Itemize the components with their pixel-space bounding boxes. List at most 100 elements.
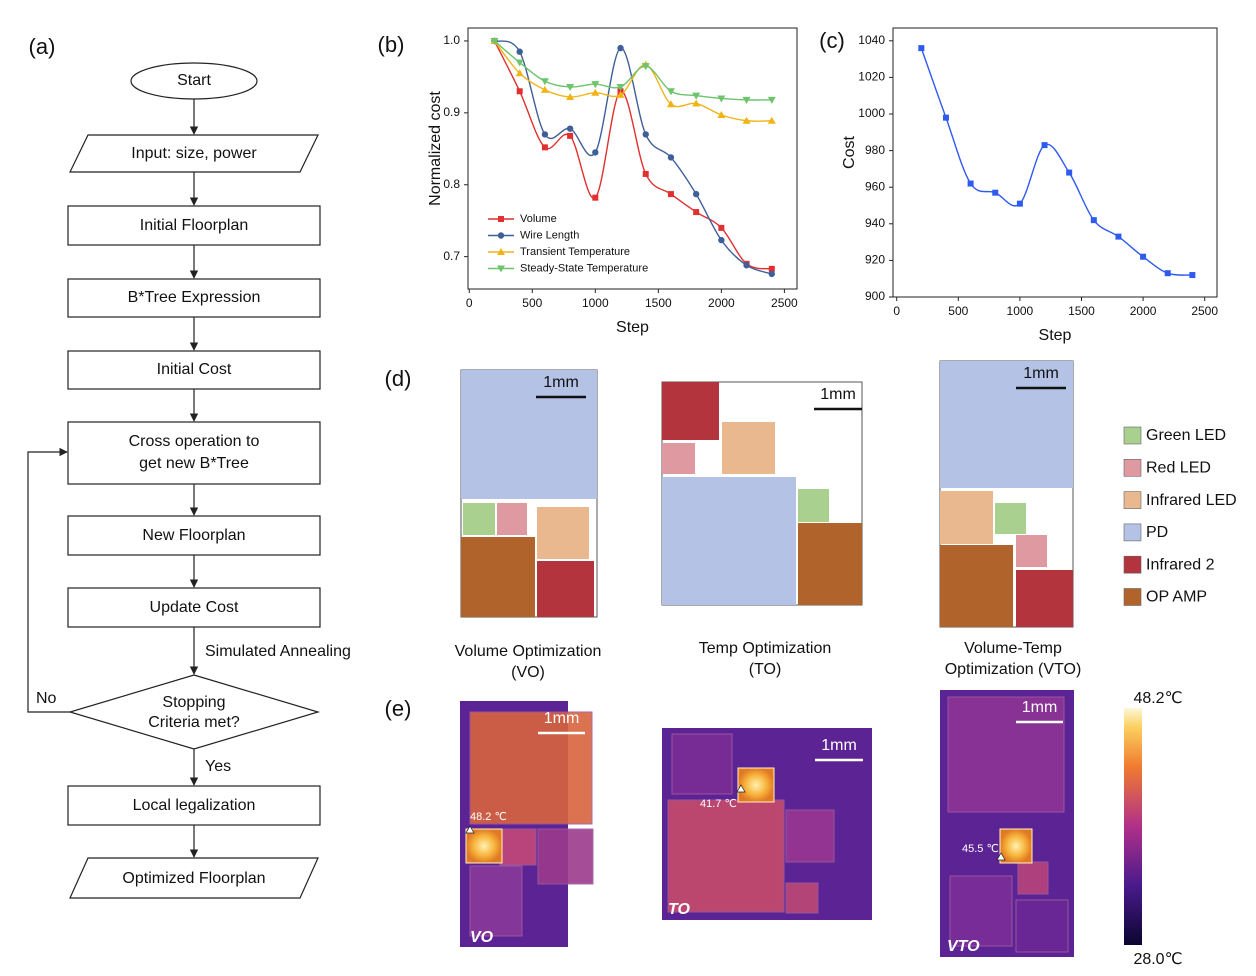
legend-swatch [1123,523,1142,542]
flowchart: Start Input: size, power Initial Floorpl… [27,62,351,899]
component-block [662,382,719,440]
legend-swatch [1123,426,1142,445]
marker [767,96,776,104]
marker [666,100,675,108]
marker [1090,217,1097,224]
x-tick-label: 1000 [582,296,609,310]
caption: Optimization (VTO) [945,661,1082,678]
component-block [798,489,829,522]
node-text: Start [177,72,211,89]
thermal-region [1017,861,1049,895]
node-text: B*Tree Expression [128,289,261,306]
component-block [940,361,1073,488]
hotspot [465,828,503,864]
x-tick-label: 500 [948,304,968,318]
series-line [494,40,772,101]
component-block [798,523,862,605]
io-node [69,134,319,173]
charts: 0 500 1000 1500 2000 2500 1.0 0.9 0.8 0.7 Step Norm… [427,27,1218,344]
marker [666,88,675,96]
marker [1115,233,1122,240]
image-tag: VO [470,929,494,946]
marker [497,265,505,273]
chart: 0 500 1000 1500 2000 2500 1.0 0.9 0.8 0.7 Step Norm… [427,27,798,336]
marker [616,83,625,91]
thermal-region [469,711,593,825]
caption: Volume Optimization [455,643,602,660]
y-tick-label: 960 [865,179,885,193]
hotspot-temperature: 48.2 ℃ [470,811,507,823]
node-text: get new B*Tree [139,455,249,472]
thermal-image: 1mm 41.7 ℃ TO [662,728,872,920]
y-tick-label: 920 [865,253,885,267]
marker [743,262,750,269]
panel-label: (c) [819,28,845,53]
marker [566,83,575,91]
hotspot-marker [736,784,746,793]
marker [1140,253,1147,260]
hotspot [737,767,775,803]
panel-label: (a) [29,34,56,59]
node-text: Initial Cost [157,361,232,378]
colorbar-min: 28.0℃ [1133,951,1182,968]
node-text: Optimized Floorplan [122,870,265,887]
marker [692,190,700,198]
scale-bar-label: 1mm [544,710,580,727]
marker [1016,200,1023,207]
process-node [67,278,321,318]
marker [992,189,999,196]
marker [1066,169,1073,176]
marker [967,180,974,187]
marker [497,232,505,239]
thermal-region [785,809,835,863]
floorplan: 1mm Volume Optimization (VO) [455,369,602,681]
thermal-region [671,733,733,795]
component-block [940,491,993,544]
component-block [461,537,535,617]
legend-swatch [1123,491,1142,509]
component-block [722,422,775,474]
y-tick-label: 1020 [858,70,885,84]
legend-label: Green LED [1146,427,1226,444]
scale-bar-label: 1mm [543,374,579,391]
y-tick-label: 1000 [858,106,885,120]
marker [1041,142,1048,149]
component-block [662,477,796,605]
legend-label: Infrared LED [1146,492,1237,509]
plot-frame [892,27,1218,298]
process-node [67,785,321,826]
hotspot-temperature: 45.5 ℃ [962,843,999,855]
component-block [995,503,1026,534]
marker [692,99,701,107]
marker [742,116,751,124]
process-node [67,421,321,485]
component-block [463,503,495,535]
marker [642,170,649,177]
component-block [940,545,1013,627]
node-text: Initial Floorplan [140,217,249,234]
legend-label: Transient Temperature [520,246,630,258]
floorplan: 1mm Temp Optimization (TO) [661,381,863,678]
marker [592,149,599,156]
marker [515,59,524,67]
thermal-region [949,875,1013,947]
marker [942,114,949,121]
component-block [537,507,589,559]
marker [567,132,574,139]
caption: (TO) [749,661,782,678]
io-node [69,857,319,899]
x-tick-label: 1500 [645,296,672,310]
marker [516,48,523,55]
marker [1164,270,1171,277]
component-block [537,561,594,617]
thermal-image: 1mm 45.5 ℃ VTO [940,690,1074,957]
thermal-region [667,799,785,913]
y-tick-label: 0.8 [443,177,460,191]
marker [742,96,751,104]
colorbar-max: 48.2℃ [1133,690,1182,707]
scale-bar-label: 1mm [1023,365,1059,382]
marker [1189,272,1196,279]
marker [566,93,575,101]
legend-swatch [1123,588,1142,606]
